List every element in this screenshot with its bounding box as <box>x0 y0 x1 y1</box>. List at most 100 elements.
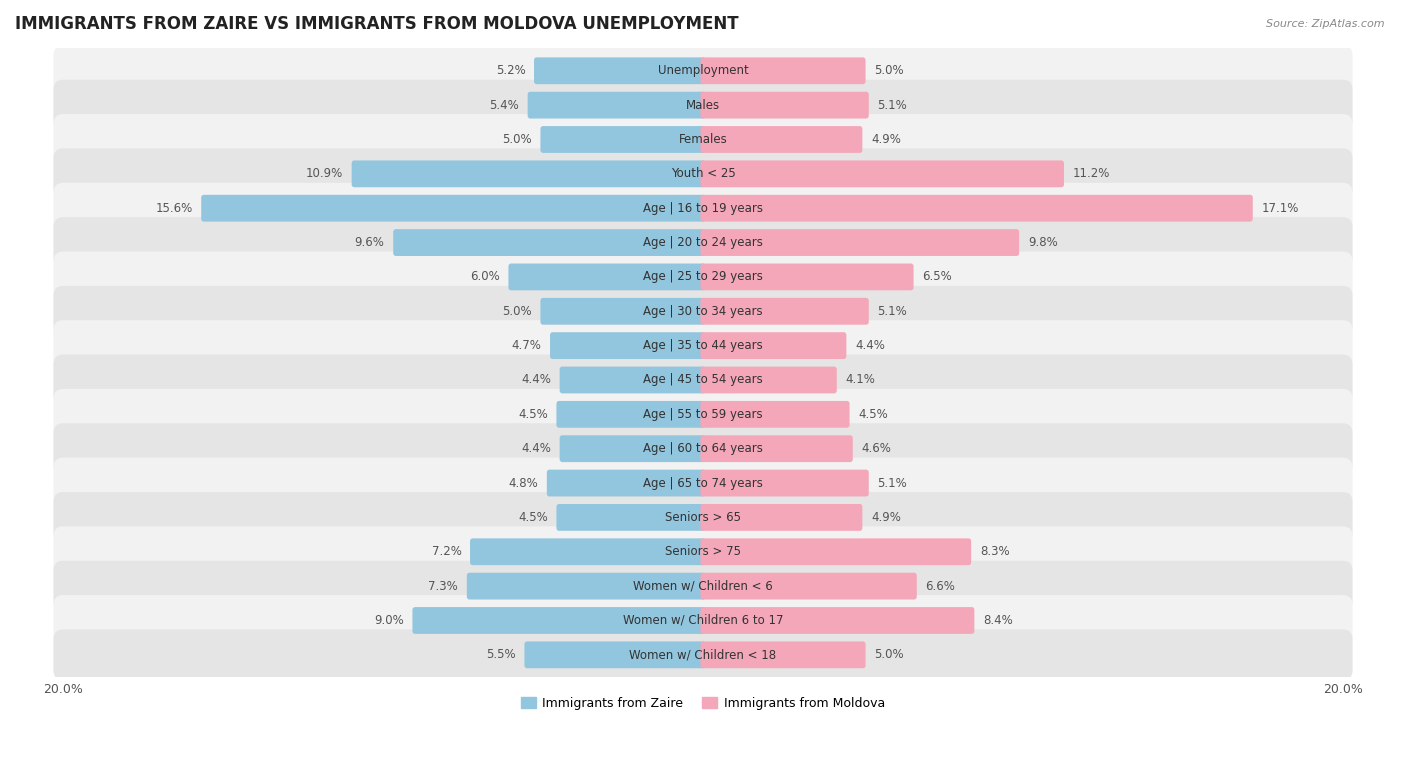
FancyBboxPatch shape <box>560 435 706 462</box>
Text: Males: Males <box>686 98 720 111</box>
Text: 17.1%: 17.1% <box>1261 201 1299 215</box>
FancyBboxPatch shape <box>412 607 706 634</box>
FancyBboxPatch shape <box>509 263 706 291</box>
FancyBboxPatch shape <box>700 401 849 428</box>
Text: 7.2%: 7.2% <box>432 545 461 558</box>
Text: Women w/ Children < 6: Women w/ Children < 6 <box>633 580 773 593</box>
FancyBboxPatch shape <box>53 561 1353 612</box>
Text: Age | 55 to 59 years: Age | 55 to 59 years <box>643 408 763 421</box>
FancyBboxPatch shape <box>700 504 862 531</box>
Text: 4.4%: 4.4% <box>522 373 551 387</box>
FancyBboxPatch shape <box>53 79 1353 130</box>
FancyBboxPatch shape <box>700 298 869 325</box>
FancyBboxPatch shape <box>53 354 1353 406</box>
FancyBboxPatch shape <box>53 217 1353 268</box>
FancyBboxPatch shape <box>700 435 853 462</box>
FancyBboxPatch shape <box>560 366 706 394</box>
Text: Women w/ Children 6 to 17: Women w/ Children 6 to 17 <box>623 614 783 627</box>
FancyBboxPatch shape <box>394 229 706 256</box>
Text: 7.3%: 7.3% <box>429 580 458 593</box>
FancyBboxPatch shape <box>540 126 706 153</box>
Text: 8.3%: 8.3% <box>980 545 1010 558</box>
FancyBboxPatch shape <box>524 641 706 668</box>
Text: 10.9%: 10.9% <box>305 167 343 180</box>
Text: 5.0%: 5.0% <box>875 64 904 77</box>
Text: 15.6%: 15.6% <box>155 201 193 215</box>
FancyBboxPatch shape <box>53 389 1353 440</box>
FancyBboxPatch shape <box>352 160 706 187</box>
FancyBboxPatch shape <box>53 148 1353 199</box>
Text: 4.9%: 4.9% <box>870 133 901 146</box>
FancyBboxPatch shape <box>467 573 706 600</box>
Text: Age | 60 to 64 years: Age | 60 to 64 years <box>643 442 763 455</box>
Text: 4.5%: 4.5% <box>517 511 548 524</box>
FancyBboxPatch shape <box>201 195 706 222</box>
FancyBboxPatch shape <box>700 92 869 119</box>
Text: 5.5%: 5.5% <box>486 648 516 662</box>
Text: 5.4%: 5.4% <box>489 98 519 111</box>
Legend: Immigrants from Zaire, Immigrants from Moldova: Immigrants from Zaire, Immigrants from M… <box>516 692 890 715</box>
Text: 6.6%: 6.6% <box>925 580 955 593</box>
Text: 4.1%: 4.1% <box>845 373 876 387</box>
Text: Age | 25 to 29 years: Age | 25 to 29 years <box>643 270 763 283</box>
FancyBboxPatch shape <box>527 92 706 119</box>
Text: 4.7%: 4.7% <box>512 339 541 352</box>
Text: 8.4%: 8.4% <box>983 614 1012 627</box>
Text: Age | 16 to 19 years: Age | 16 to 19 years <box>643 201 763 215</box>
Text: Age | 45 to 54 years: Age | 45 to 54 years <box>643 373 763 387</box>
FancyBboxPatch shape <box>700 332 846 359</box>
Text: IMMIGRANTS FROM ZAIRE VS IMMIGRANTS FROM MOLDOVA UNEMPLOYMENT: IMMIGRANTS FROM ZAIRE VS IMMIGRANTS FROM… <box>15 15 738 33</box>
FancyBboxPatch shape <box>700 366 837 394</box>
FancyBboxPatch shape <box>53 595 1353 646</box>
FancyBboxPatch shape <box>700 641 866 668</box>
Text: 11.2%: 11.2% <box>1073 167 1109 180</box>
Text: 6.0%: 6.0% <box>470 270 499 283</box>
FancyBboxPatch shape <box>53 251 1353 302</box>
FancyBboxPatch shape <box>700 538 972 565</box>
Text: 5.1%: 5.1% <box>877 305 907 318</box>
FancyBboxPatch shape <box>534 58 706 84</box>
FancyBboxPatch shape <box>547 469 706 497</box>
FancyBboxPatch shape <box>53 526 1353 577</box>
Text: Age | 20 to 24 years: Age | 20 to 24 years <box>643 236 763 249</box>
Text: 4.4%: 4.4% <box>522 442 551 455</box>
FancyBboxPatch shape <box>700 229 1019 256</box>
FancyBboxPatch shape <box>53 320 1353 371</box>
Text: 4.9%: 4.9% <box>870 511 901 524</box>
Text: 4.8%: 4.8% <box>509 477 538 490</box>
Text: Women w/ Children < 18: Women w/ Children < 18 <box>630 648 776 662</box>
Text: 5.1%: 5.1% <box>877 98 907 111</box>
Text: Age | 35 to 44 years: Age | 35 to 44 years <box>643 339 763 352</box>
Text: 5.0%: 5.0% <box>502 305 531 318</box>
Text: 9.6%: 9.6% <box>354 236 385 249</box>
Text: Seniors > 65: Seniors > 65 <box>665 511 741 524</box>
Text: 4.4%: 4.4% <box>855 339 884 352</box>
Text: 4.6%: 4.6% <box>862 442 891 455</box>
FancyBboxPatch shape <box>53 492 1353 543</box>
FancyBboxPatch shape <box>53 286 1353 337</box>
FancyBboxPatch shape <box>53 458 1353 509</box>
FancyBboxPatch shape <box>53 114 1353 165</box>
FancyBboxPatch shape <box>550 332 706 359</box>
FancyBboxPatch shape <box>53 629 1353 681</box>
Text: Unemployment: Unemployment <box>658 64 748 77</box>
FancyBboxPatch shape <box>557 401 706 428</box>
Text: Source: ZipAtlas.com: Source: ZipAtlas.com <box>1267 19 1385 29</box>
Text: Seniors > 75: Seniors > 75 <box>665 545 741 558</box>
Text: 5.2%: 5.2% <box>496 64 526 77</box>
FancyBboxPatch shape <box>53 423 1353 474</box>
FancyBboxPatch shape <box>557 504 706 531</box>
Text: 6.5%: 6.5% <box>922 270 952 283</box>
FancyBboxPatch shape <box>700 607 974 634</box>
FancyBboxPatch shape <box>700 160 1064 187</box>
Text: Age | 65 to 74 years: Age | 65 to 74 years <box>643 477 763 490</box>
FancyBboxPatch shape <box>53 182 1353 234</box>
Text: 5.0%: 5.0% <box>875 648 904 662</box>
FancyBboxPatch shape <box>700 469 869 497</box>
FancyBboxPatch shape <box>700 126 862 153</box>
FancyBboxPatch shape <box>700 195 1253 222</box>
FancyBboxPatch shape <box>53 45 1353 96</box>
FancyBboxPatch shape <box>700 573 917 600</box>
Text: 4.5%: 4.5% <box>858 408 889 421</box>
Text: 5.0%: 5.0% <box>502 133 531 146</box>
